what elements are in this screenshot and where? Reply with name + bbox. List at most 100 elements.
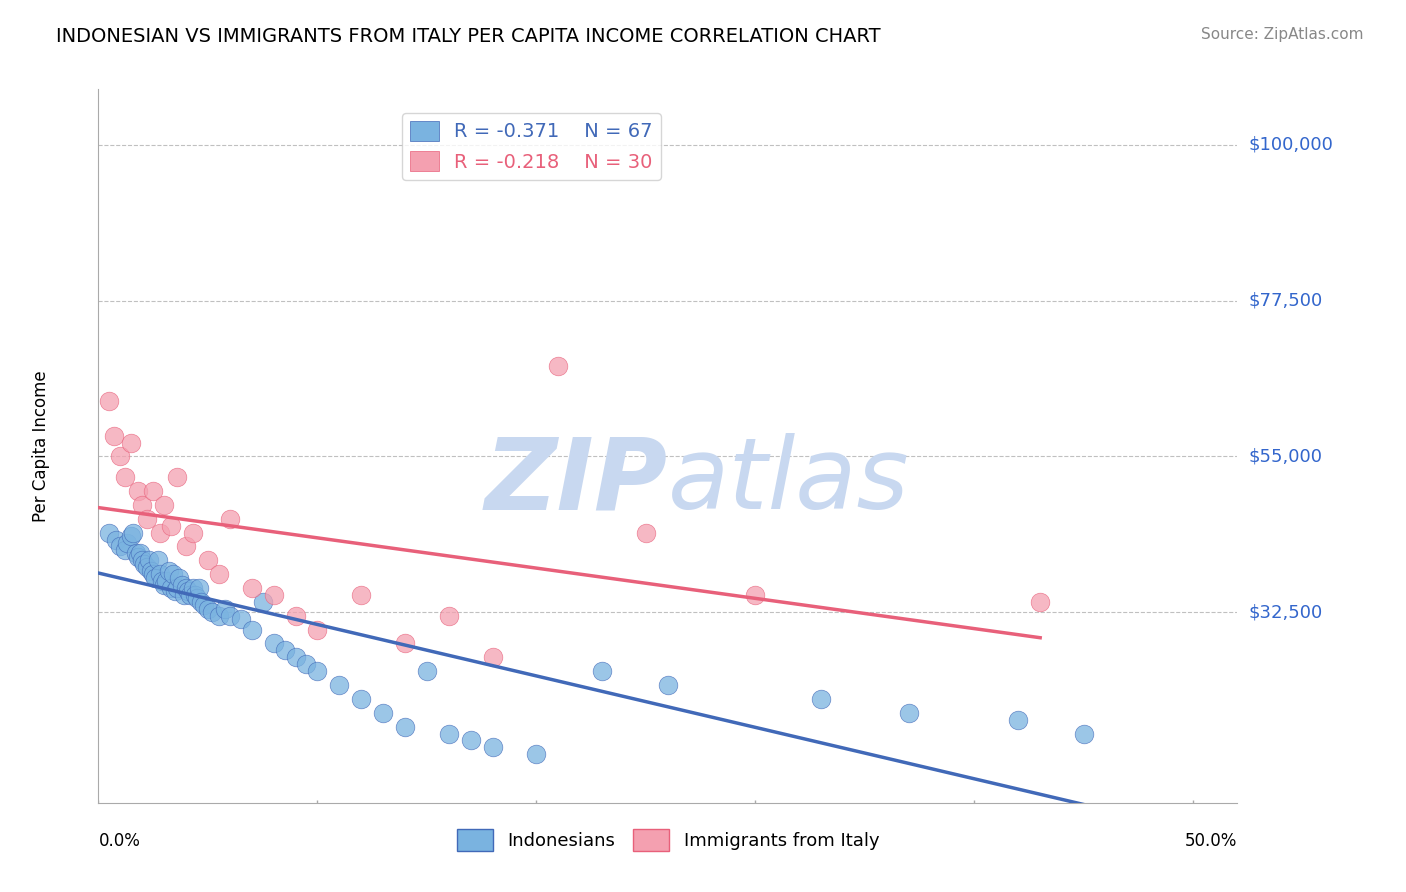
Point [1073, 726, 1095, 740]
Point [169, 571, 191, 585]
Point [138, 553, 160, 567]
Point [218, 512, 240, 526]
Point [263, 636, 285, 650]
Point [174, 540, 197, 554]
Point [127, 549, 149, 564]
Point [139, 564, 162, 578]
Point [166, 581, 188, 595]
Point [179, 588, 201, 602]
Point [481, 740, 503, 755]
Point [526, 747, 548, 762]
Point [437, 608, 460, 623]
Point [197, 553, 219, 567]
Point [295, 657, 318, 672]
Point [190, 595, 212, 609]
Point [240, 623, 263, 637]
Point [134, 557, 156, 571]
Point [129, 546, 152, 560]
Point [150, 574, 173, 588]
Point [135, 560, 157, 574]
Point [157, 564, 180, 578]
Point [104, 533, 127, 547]
Point [201, 605, 224, 619]
Point [124, 546, 146, 560]
Point [153, 577, 176, 591]
Point [208, 608, 231, 623]
Point [214, 602, 236, 616]
Point [263, 588, 285, 602]
Point [591, 664, 613, 678]
Text: $55,000: $55,000 [1249, 448, 1323, 466]
Point [153, 498, 176, 512]
Text: atlas: atlas [668, 434, 910, 530]
Point [394, 720, 416, 734]
Point [131, 498, 153, 512]
Point [142, 567, 165, 582]
Text: 50.0%: 50.0% [1185, 831, 1237, 849]
Point [184, 588, 207, 602]
Point [120, 435, 142, 450]
Point [149, 567, 172, 582]
Point [1029, 595, 1052, 609]
Point [810, 691, 832, 706]
Text: $32,500: $32,500 [1249, 603, 1323, 621]
Point [897, 706, 920, 720]
Point [307, 664, 329, 678]
Point [165, 584, 187, 599]
Point [114, 470, 136, 484]
Point [188, 581, 211, 595]
Point [460, 733, 482, 747]
Point [350, 691, 373, 706]
Point [159, 581, 181, 595]
Text: Per Capita Income: Per Capita Income [32, 370, 51, 522]
Point [146, 553, 169, 567]
Legend: Indonesians, Immigrants from Italy: Indonesians, Immigrants from Italy [450, 822, 886, 858]
Point [162, 567, 184, 582]
Point [149, 525, 172, 540]
Point [110, 540, 132, 554]
Text: INDONESIAN VS IMMIGRANTS FROM ITALY PER CAPITA INCOME CORRELATION CHART: INDONESIAN VS IMMIGRANTS FROM ITALY PER … [56, 27, 882, 45]
Point [328, 678, 350, 692]
Point [131, 553, 153, 567]
Point [437, 726, 460, 740]
Point [252, 595, 274, 609]
Point [284, 650, 307, 665]
Point [170, 577, 193, 591]
Point [127, 483, 149, 498]
Point [218, 608, 240, 623]
Point [208, 567, 231, 582]
Point [193, 599, 215, 613]
Point [284, 608, 307, 623]
Point [481, 650, 503, 665]
Point [115, 536, 138, 550]
Point [98, 394, 121, 409]
Point [371, 706, 394, 720]
Point [744, 588, 766, 602]
Point [98, 525, 121, 540]
Point [350, 588, 373, 602]
Text: 0.0%: 0.0% [98, 831, 141, 849]
Point [229, 612, 252, 626]
Point [240, 581, 263, 595]
Point [114, 543, 136, 558]
Point [657, 678, 679, 692]
Text: $100,000: $100,000 [1249, 136, 1333, 153]
Point [547, 359, 569, 374]
Point [181, 525, 204, 540]
Point [1007, 713, 1029, 727]
Point [634, 525, 657, 540]
Point [177, 584, 200, 599]
Point [307, 623, 329, 637]
Point [416, 664, 439, 678]
Point [122, 525, 145, 540]
Point [394, 636, 416, 650]
Point [135, 512, 157, 526]
Point [110, 450, 132, 464]
Text: ZIP: ZIP [485, 434, 668, 530]
Point [197, 602, 219, 616]
Point [166, 470, 188, 484]
Point [155, 574, 177, 588]
Point [159, 518, 181, 533]
Point [103, 428, 125, 442]
Text: $77,500: $77,500 [1249, 292, 1323, 310]
